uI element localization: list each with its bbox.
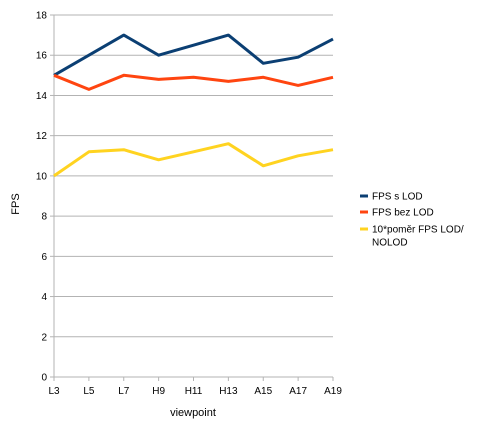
series-line-2 — [53, 73, 334, 91]
gridlines — [50, 14, 333, 378]
x-tick-label: L5 — [83, 386, 95, 397]
y-tick-label: 12 — [36, 131, 48, 142]
series-line-3 — [53, 142, 334, 178]
y-tick-label: 18 — [36, 11, 48, 22]
x-tick-labels: L3 L5 L7 H9 H11 H13 A15 A17 A19 — [48, 386, 342, 397]
legend-label: 10*poměr FPS LOD/NOLOD — [372, 225, 464, 249]
x-axis-label: viewpoint — [170, 407, 216, 419]
legend-label: FPS s LOD — [372, 192, 423, 203]
x-tick-label: A19 — [324, 386, 342, 397]
y-tick-label: 6 — [41, 252, 47, 263]
y-tick-label: 8 — [41, 212, 47, 223]
x-tick-label: H11 — [185, 386, 203, 397]
legend: FPS s LOD FPS bez LOD 10*poměr FPS LOD/NOL… — [360, 192, 464, 249]
legend-label: FPS bez LOD — [372, 208, 434, 219]
x-tick-label: H13 — [219, 386, 238, 397]
x-tick-label: A15 — [254, 386, 272, 397]
x-tick-label: A17 — [289, 386, 307, 397]
x-tick-label: L7 — [118, 386, 130, 397]
y-tick-label: 16 — [36, 51, 48, 62]
y-tick-label: 4 — [41, 292, 47, 303]
y-tick-labels: 0 2 4 6 8 10 12 14 16 18 — [36, 11, 48, 384]
y-tick-label: 2 — [41, 332, 47, 343]
x-tick-label: L3 — [48, 386, 60, 397]
axes — [53, 15, 334, 381]
y-tick-label: 0 — [41, 373, 47, 384]
y-tick-label: 10 — [36, 171, 48, 182]
series-line-1 — [53, 33, 334, 77]
y-axis-label: FPS — [10, 193, 22, 214]
x-tick-label: H9 — [152, 386, 165, 397]
y-tick-label: 14 — [36, 91, 48, 102]
series-lines — [53, 33, 334, 178]
